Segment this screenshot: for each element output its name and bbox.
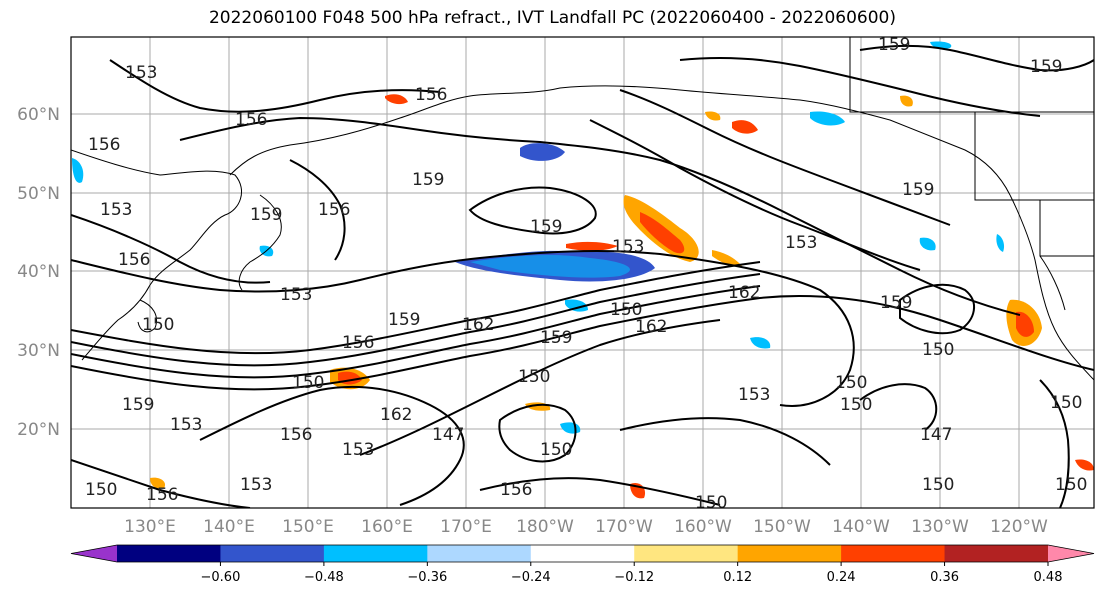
lon-label: 150°W	[753, 517, 811, 537]
contour-label: 156	[146, 485, 178, 505]
contour-label: 159	[388, 310, 420, 330]
longitude-labels: 130°E 140°E 150°E 160°E 170°E 180°W 170°…	[124, 517, 1048, 537]
lat-label: 40°N	[17, 262, 60, 282]
lon-label: 130°E	[124, 517, 176, 537]
contour-label: 159	[412, 170, 444, 190]
contour-label: 159	[122, 395, 154, 415]
contour-label: 153	[125, 63, 157, 83]
lon-label: 130°W	[911, 517, 969, 537]
lon-label: 120°W	[990, 517, 1048, 537]
contour-label: 153	[280, 285, 312, 305]
contour-label: 150	[540, 440, 572, 460]
colorbar-tick-label: 0.36	[930, 570, 959, 585]
colorbar-segment	[944, 545, 1049, 562]
contour-label: 153	[738, 385, 770, 405]
contour-label: 162	[635, 317, 667, 337]
contour-label: 159	[880, 293, 912, 313]
contour-label: 159	[878, 35, 910, 55]
contour-label: 150	[835, 373, 867, 393]
colorbar-segment	[427, 545, 532, 562]
colorbar-tick-label: −0.12	[614, 570, 654, 585]
lon-label: 140°W	[832, 517, 890, 537]
lat-label: 60°N	[17, 105, 60, 125]
colorbar-outline	[70, 544, 1095, 563]
contour-label: 153	[170, 415, 202, 435]
lon-label: 150°E	[282, 517, 334, 537]
lon-label: 180°W	[516, 517, 574, 537]
contour-label: 156	[118, 250, 150, 270]
contour-label: 162	[728, 283, 760, 303]
lat-label: 30°N	[17, 341, 60, 361]
colorbar: −0.60 −0.48 −0.36 −0.24 −0.12 0.12 0.24 0.36 0.4…	[70, 544, 1095, 585]
contour-label: 159	[530, 217, 562, 237]
contour-label: 153	[100, 200, 132, 220]
map-border	[70, 36, 1095, 509]
contour-label: 150	[518, 367, 550, 387]
contour-label: 150	[695, 493, 727, 513]
contour-label: 159	[250, 205, 282, 225]
lon-label: 140°E	[203, 517, 255, 537]
contour-label: 156	[88, 135, 120, 155]
contour-lines	[71, 44, 1094, 508]
contour-label: 150	[922, 475, 954, 495]
contour-label: 159	[540, 328, 572, 348]
contour-label: 153	[612, 237, 644, 257]
contour-label: 147	[432, 425, 464, 445]
colorbar-segment	[323, 545, 428, 562]
contour-label: 156	[235, 110, 267, 130]
lat-label: 50°N	[17, 184, 60, 204]
colorbar-extend-low	[71, 545, 117, 562]
contour-label: 150	[142, 315, 174, 335]
lon-label: 160°E	[361, 517, 413, 537]
colorbar-segment	[220, 545, 325, 562]
colorbar-segment	[117, 545, 221, 562]
colorbar-tick-label: 0.48	[1034, 570, 1063, 585]
contour-label: 150	[1055, 475, 1087, 495]
contour-label: 156	[415, 85, 447, 105]
contour-label: 162	[462, 315, 494, 335]
lon-label: 160°W	[674, 517, 732, 537]
contour-label: 150	[610, 300, 642, 320]
colorbar-tick-label: −0.36	[407, 570, 447, 585]
colorbar-tick-label: −0.24	[511, 570, 551, 585]
colorbar-segment	[841, 545, 946, 562]
coastlines	[71, 37, 1094, 381]
map-title: 2022060100 F048 500 hPa refract., IVT La…	[208, 8, 896, 28]
shading-patches	[72, 41, 1094, 499]
contour-label: 150	[840, 395, 872, 415]
contour-label: 150	[922, 340, 954, 360]
contour-label: 156	[500, 480, 532, 500]
colorbar-tick-label: −0.48	[304, 570, 344, 585]
colorbar-tick-label: 0.12	[723, 570, 752, 585]
colorbar-tick-label: −0.60	[201, 570, 241, 585]
colorbar-segment	[530, 545, 635, 562]
contour-label: 156	[318, 200, 350, 220]
contour-label: 147	[920, 425, 952, 445]
contour-label: 150	[1050, 393, 1082, 413]
contour-label: 153	[342, 440, 374, 460]
contour-label: 159	[902, 180, 934, 200]
contour-label: 162	[380, 405, 412, 425]
colorbar-segment	[737, 545, 842, 562]
contour-label: 156	[342, 333, 374, 353]
contour-label: 159	[1030, 57, 1062, 77]
contour-label: 153	[240, 475, 272, 495]
colorbar-extend-high	[1048, 545, 1094, 562]
lon-label: 170°E	[440, 517, 492, 537]
contour-label: 156	[280, 425, 312, 445]
lon-label: 170°W	[595, 517, 653, 537]
contour-label: 150	[292, 373, 324, 393]
colorbar-tick-label: 0.24	[827, 570, 856, 585]
contour-label-layer: 153 156 156 156 159 159 159 159 153 153 …	[85, 35, 1087, 513]
latitude-labels: 60°N 50°N 40°N 30°N 20°N	[17, 105, 60, 440]
lat-label: 20°N	[17, 420, 60, 440]
colorbar-segment	[634, 545, 739, 562]
contour-label: 150	[85, 480, 117, 500]
contour-label: 153	[785, 233, 817, 253]
